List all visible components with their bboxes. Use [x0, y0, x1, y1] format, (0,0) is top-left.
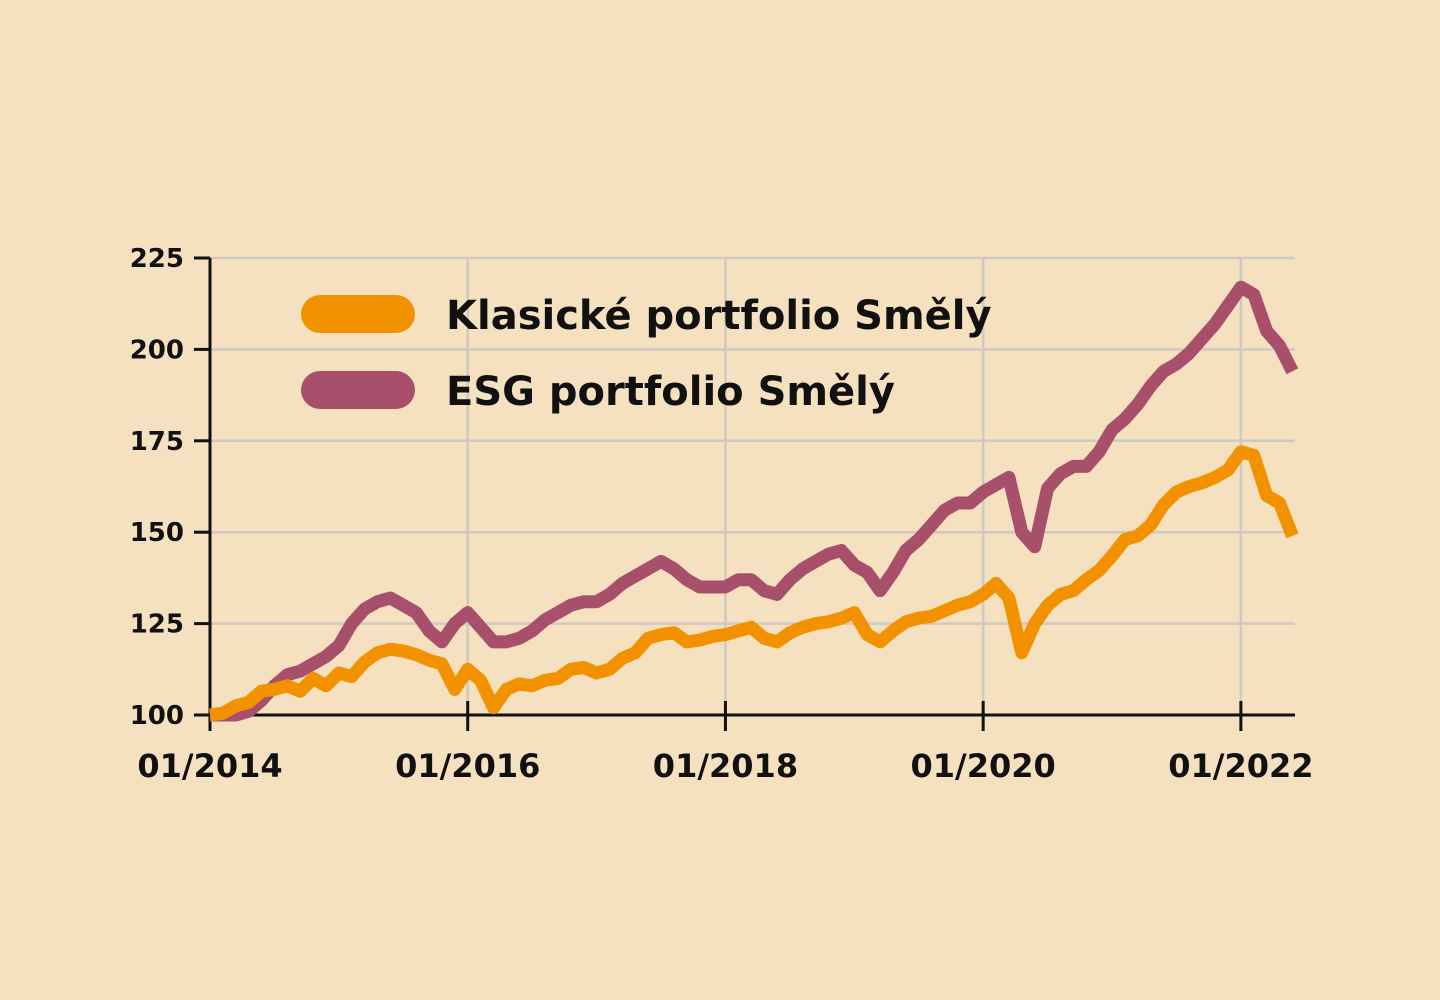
x-tick-label-2020: 01/2020	[911, 747, 1056, 785]
grid-lines	[210, 256, 1295, 715]
x-axis-ticks: 01/2014 01/2016 01/2018 01/2020 01/2022	[137, 701, 1314, 785]
x-tick-label-2022: 01/2022	[1168, 747, 1313, 785]
y-tick-label-100: 100	[130, 701, 184, 731]
legend-label-klasicke: Klasické portfolio Smělý	[446, 293, 992, 339]
y-tick-label-125: 125	[130, 610, 184, 640]
y-tick-label-225: 225	[130, 244, 184, 274]
series-line-esg	[210, 280, 1299, 722]
x-tick-label-2016: 01/2016	[395, 747, 540, 785]
x-tick-label-2014: 01/2014	[137, 747, 282, 785]
legend: Klasické portfolio Smělý ESG portfolio S…	[301, 293, 992, 415]
legend-label-esg: ESG portfolio Smělý	[446, 369, 895, 415]
y-tick-label-175: 175	[130, 427, 184, 457]
y-tick-label-200: 200	[130, 335, 184, 365]
series-lines	[209, 280, 1299, 722]
y-axis-ticks: 100 125 150 175 200 225	[130, 244, 210, 731]
y-tick-label-150: 150	[130, 518, 184, 548]
axes	[208, 258, 1295, 731]
x-tick-label-2018: 01/2018	[653, 747, 798, 785]
series-line-klasicke	[209, 445, 1299, 722]
